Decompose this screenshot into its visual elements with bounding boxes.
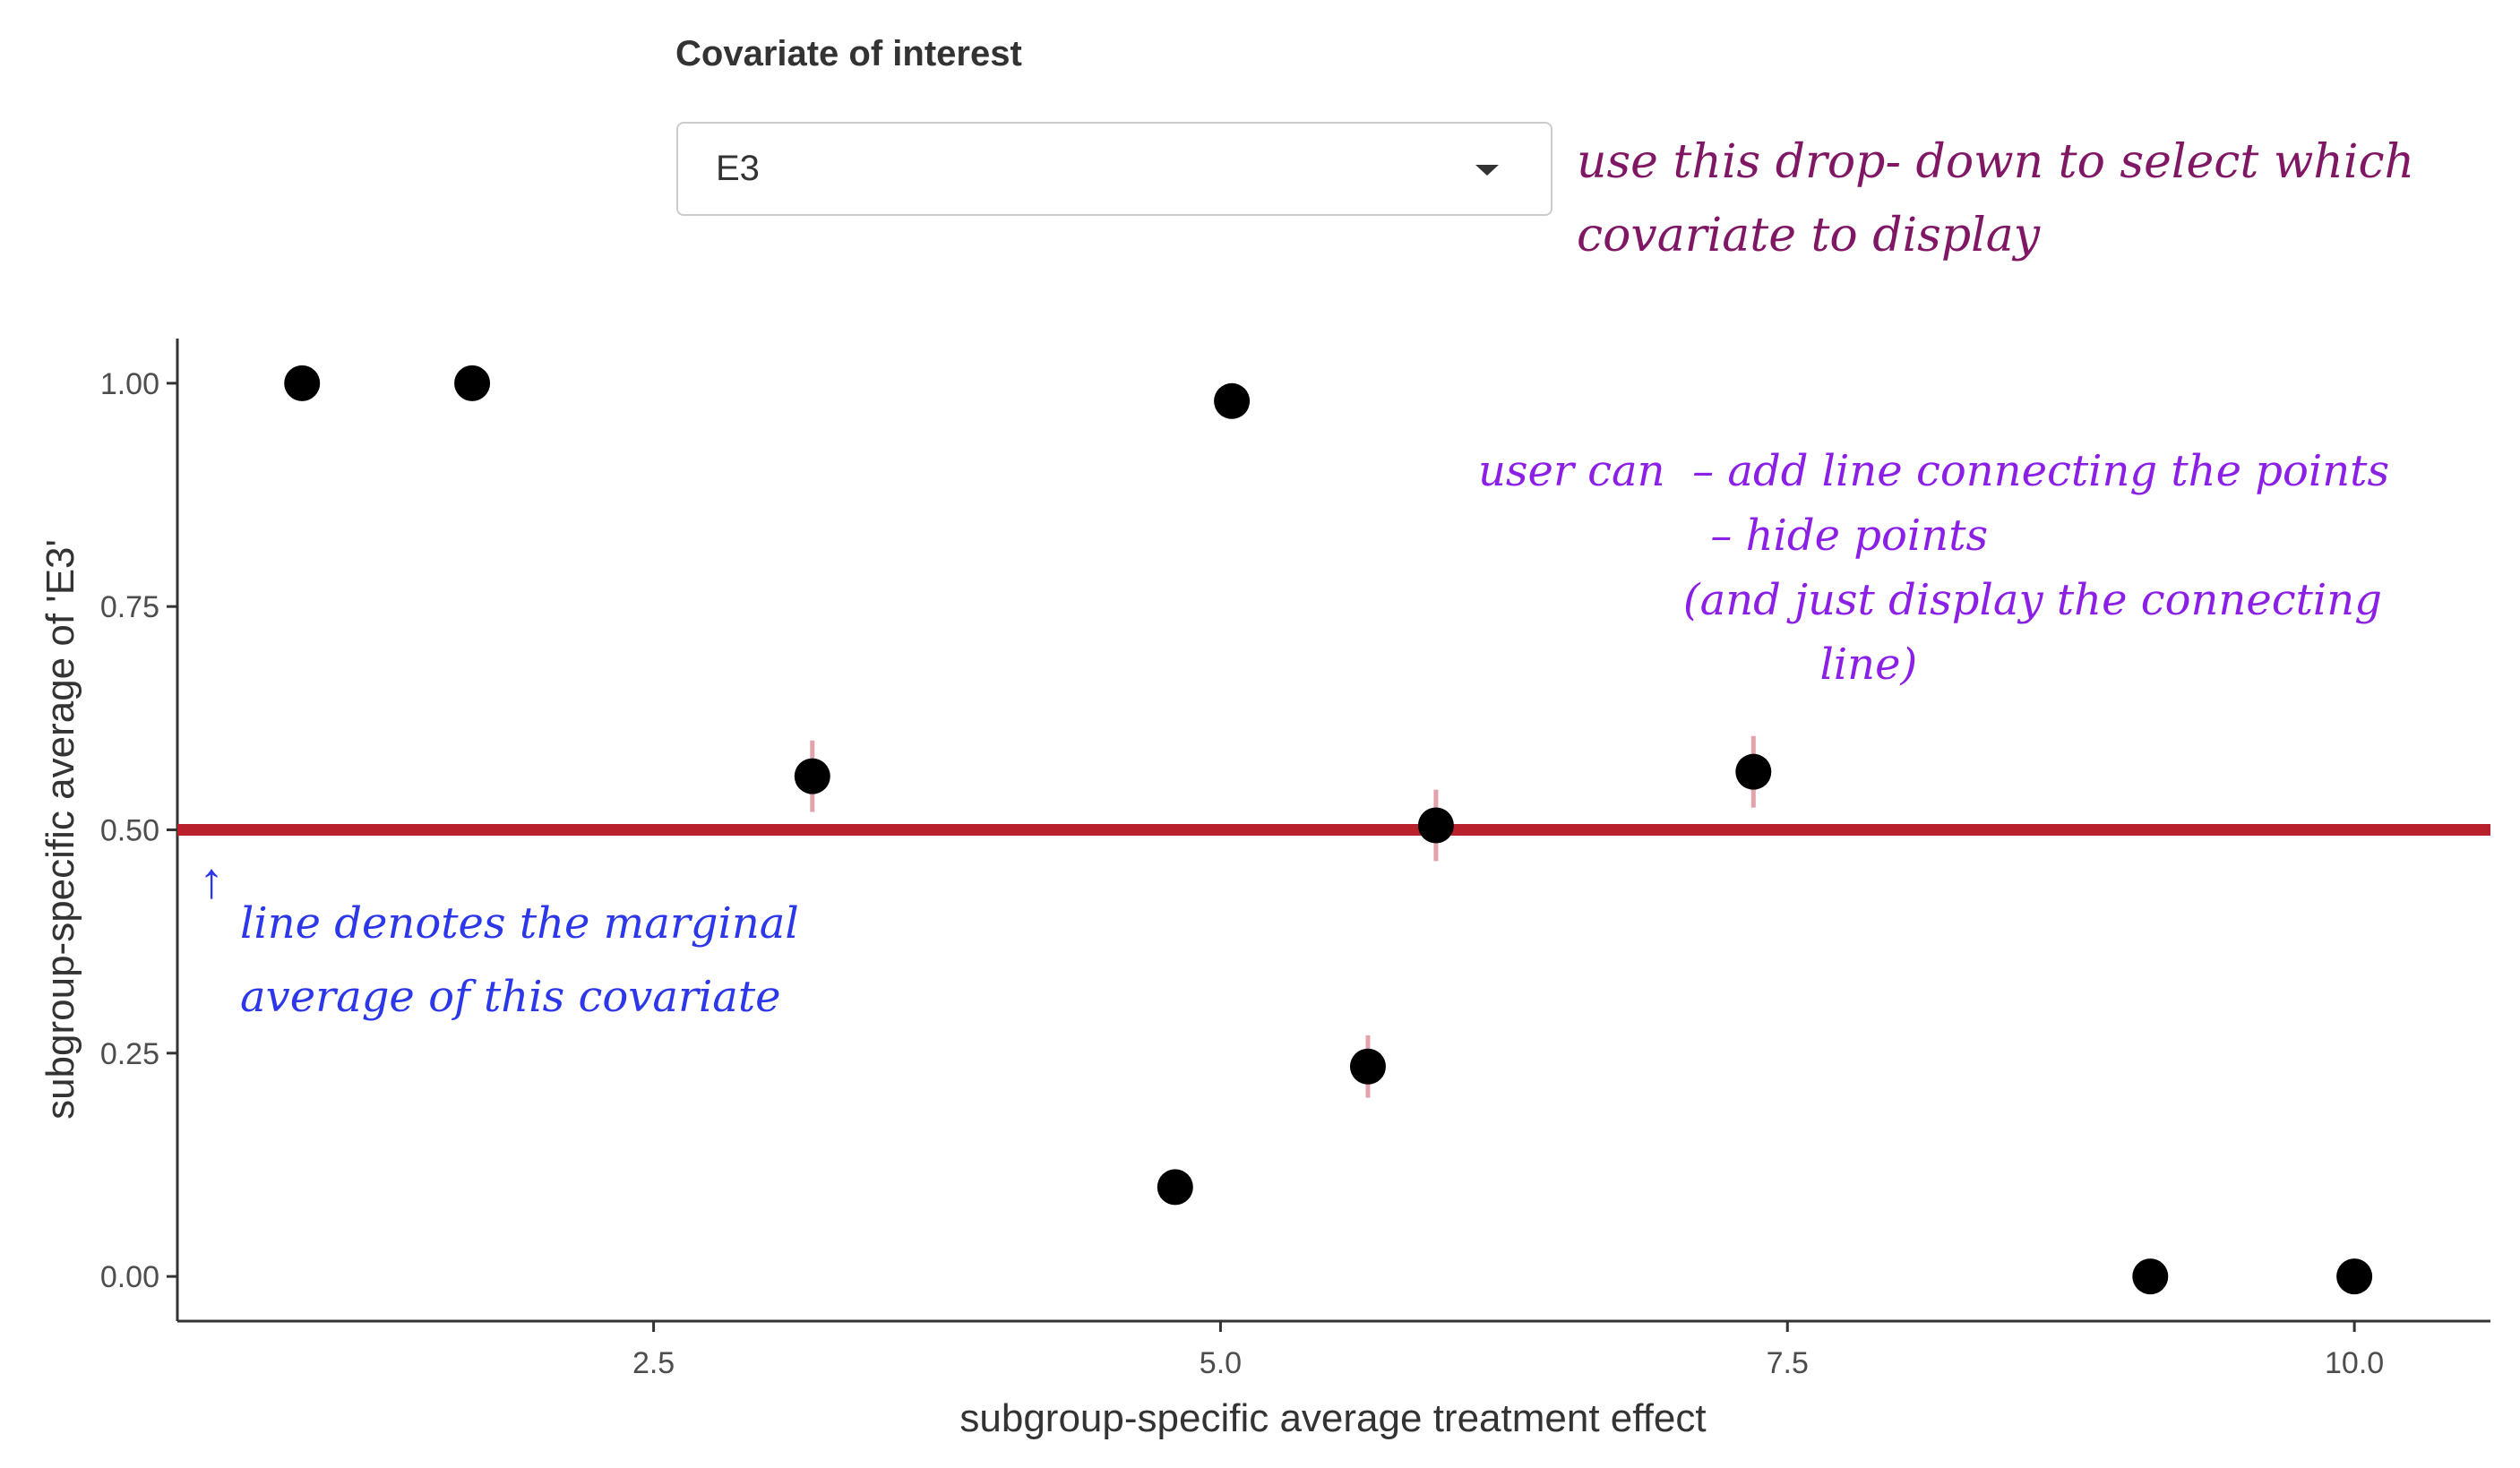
data-point: [284, 365, 321, 401]
arrow-up-icon: ↑: [199, 852, 224, 908]
y-ticks: 0.00 0.25 0.50 0.75 1.00: [100, 367, 177, 1294]
data-point: [454, 365, 491, 401]
x-tick-label: 5.0: [1200, 1346, 1242, 1380]
y-tick-label: 0.50: [100, 814, 159, 848]
y-tick-label: 1.00: [100, 367, 159, 401]
y-tick-label: 0.25: [100, 1037, 159, 1071]
chevron-down-icon[interactable]: [1475, 165, 1499, 176]
covariate-select[interactable]: E3: [676, 122, 1552, 216]
x-axis-label: subgroup-specific average treatment effe…: [959, 1396, 1706, 1440]
data-point: [1735, 753, 1772, 790]
data-points: [284, 365, 2373, 1295]
y-tick-label: 0.75: [100, 590, 159, 624]
data-point: [1417, 807, 1454, 844]
x-tick-label: 10.0: [2325, 1346, 2384, 1380]
x-tick-label: 2.5: [632, 1346, 675, 1380]
data-point: [1349, 1048, 1386, 1085]
x-ticks: 2.5 5.0 7.5 10.0: [632, 1321, 2384, 1380]
covariate-label: Covariate of interest: [675, 34, 1022, 73]
data-point: [2336, 1258, 2373, 1295]
marginal-line-annotation: line denotes the marginal average of thi…: [240, 898, 799, 1022]
x-tick-label: 7.5: [1767, 1346, 1809, 1380]
y-tick-label: 0.00: [100, 1260, 159, 1294]
data-point: [1214, 382, 1251, 419]
dropdown-annotation: use this drop- down to select which cova…: [1577, 135, 2415, 262]
covariate-select-value: E3: [716, 149, 760, 188]
data-point: [1157, 1169, 1193, 1206]
data-point: [2132, 1258, 2169, 1295]
y-axis-label: subgroup-specific average of 'E3': [39, 539, 82, 1120]
user-options-annotation: user can – add line connecting the point…: [1478, 446, 2390, 690]
data-point: [794, 758, 830, 794]
